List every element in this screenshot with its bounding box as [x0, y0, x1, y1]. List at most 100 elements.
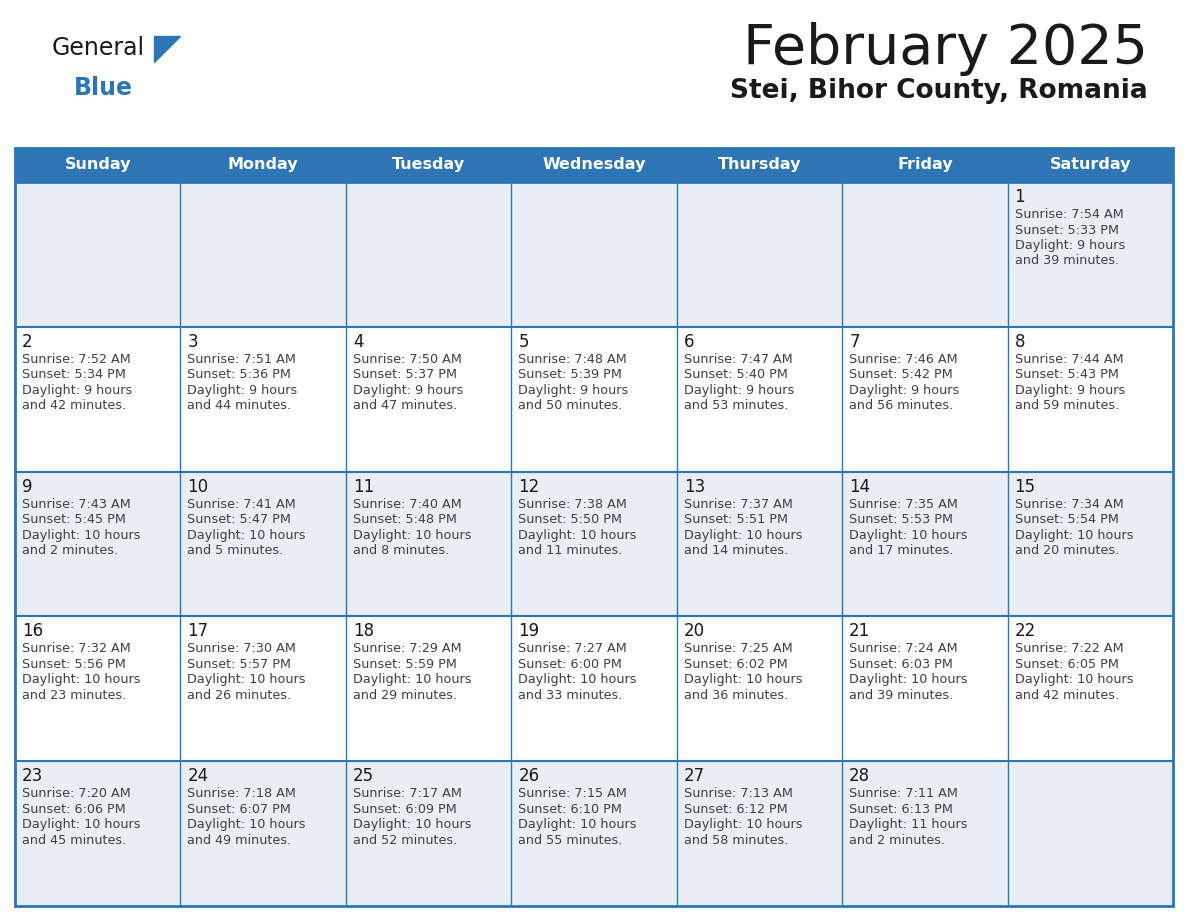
Text: 28: 28	[849, 767, 871, 785]
Text: and 45 minutes.: and 45 minutes.	[23, 834, 126, 846]
Text: 12: 12	[518, 477, 539, 496]
Text: Daylight: 9 hours: Daylight: 9 hours	[23, 384, 132, 397]
Text: and 47 minutes.: and 47 minutes.	[353, 399, 457, 412]
Text: Daylight: 10 hours: Daylight: 10 hours	[518, 529, 637, 542]
Text: 25: 25	[353, 767, 374, 785]
Text: 22: 22	[1015, 622, 1036, 641]
Text: Sunset: 5:56 PM: Sunset: 5:56 PM	[23, 658, 126, 671]
Text: Sunset: 6:09 PM: Sunset: 6:09 PM	[353, 802, 456, 816]
Bar	[15, 472, 1173, 616]
Text: Sunset: 5:37 PM: Sunset: 5:37 PM	[353, 368, 457, 381]
Text: and 39 minutes.: and 39 minutes.	[849, 688, 954, 702]
Text: Daylight: 9 hours: Daylight: 9 hours	[353, 384, 463, 397]
Text: Daylight: 10 hours: Daylight: 10 hours	[23, 674, 140, 687]
Text: 6: 6	[684, 333, 694, 351]
Text: and 23 minutes.: and 23 minutes.	[23, 688, 126, 702]
Text: and 49 minutes.: and 49 minutes.	[188, 834, 291, 846]
Text: Sunrise: 7:32 AM: Sunrise: 7:32 AM	[23, 643, 131, 655]
Text: Sunset: 6:02 PM: Sunset: 6:02 PM	[684, 658, 788, 671]
Text: Sunrise: 7:38 AM: Sunrise: 7:38 AM	[518, 498, 627, 510]
Text: Sunset: 5:39 PM: Sunset: 5:39 PM	[518, 368, 623, 381]
Text: Sunrise: 7:13 AM: Sunrise: 7:13 AM	[684, 788, 792, 800]
Text: Sunrise: 7:41 AM: Sunrise: 7:41 AM	[188, 498, 296, 510]
Text: Sunrise: 7:29 AM: Sunrise: 7:29 AM	[353, 643, 461, 655]
Text: Sunrise: 7:35 AM: Sunrise: 7:35 AM	[849, 498, 958, 510]
Text: Friday: Friday	[897, 158, 953, 173]
Text: Sunset: 5:48 PM: Sunset: 5:48 PM	[353, 513, 456, 526]
Text: Daylight: 9 hours: Daylight: 9 hours	[684, 384, 794, 397]
Text: and 50 minutes.: and 50 minutes.	[518, 399, 623, 412]
Text: 13: 13	[684, 477, 704, 496]
Text: 4: 4	[353, 333, 364, 351]
Polygon shape	[154, 36, 181, 62]
Text: and 14 minutes.: and 14 minutes.	[684, 544, 788, 557]
Text: 18: 18	[353, 622, 374, 641]
Text: Sunset: 6:13 PM: Sunset: 6:13 PM	[849, 802, 953, 816]
Bar	[15, 148, 1173, 182]
Text: Sunrise: 7:18 AM: Sunrise: 7:18 AM	[188, 788, 296, 800]
Text: Sunrise: 7:11 AM: Sunrise: 7:11 AM	[849, 788, 958, 800]
Text: 11: 11	[353, 477, 374, 496]
Text: Sunrise: 7:43 AM: Sunrise: 7:43 AM	[23, 498, 131, 510]
Text: Sunset: 5:53 PM: Sunset: 5:53 PM	[849, 513, 953, 526]
Bar	[15, 616, 1173, 761]
Text: and 39 minutes.: and 39 minutes.	[1015, 254, 1119, 267]
Text: 21: 21	[849, 622, 871, 641]
Text: Sunset: 5:59 PM: Sunset: 5:59 PM	[353, 658, 456, 671]
Text: General: General	[52, 36, 145, 60]
Text: 7: 7	[849, 333, 860, 351]
Text: 3: 3	[188, 333, 198, 351]
Text: and 26 minutes.: and 26 minutes.	[188, 688, 291, 702]
Text: and 29 minutes.: and 29 minutes.	[353, 688, 457, 702]
Text: and 59 minutes.: and 59 minutes.	[1015, 399, 1119, 412]
Text: Thursday: Thursday	[718, 158, 801, 173]
Text: Sunrise: 7:15 AM: Sunrise: 7:15 AM	[518, 788, 627, 800]
Text: Sunrise: 7:24 AM: Sunrise: 7:24 AM	[849, 643, 958, 655]
Text: and 53 minutes.: and 53 minutes.	[684, 399, 788, 412]
Text: Daylight: 10 hours: Daylight: 10 hours	[684, 674, 802, 687]
Text: and 2 minutes.: and 2 minutes.	[23, 544, 118, 557]
Text: Sunset: 6:10 PM: Sunset: 6:10 PM	[518, 802, 623, 816]
Text: 15: 15	[1015, 477, 1036, 496]
Text: Daylight: 11 hours: Daylight: 11 hours	[849, 818, 968, 831]
Text: and 5 minutes.: and 5 minutes.	[188, 544, 284, 557]
Text: 8: 8	[1015, 333, 1025, 351]
Text: and 33 minutes.: and 33 minutes.	[518, 688, 623, 702]
Text: 5: 5	[518, 333, 529, 351]
Text: and 52 minutes.: and 52 minutes.	[353, 834, 457, 846]
Text: Sunrise: 7:54 AM: Sunrise: 7:54 AM	[1015, 208, 1124, 221]
Text: Sunrise: 7:25 AM: Sunrise: 7:25 AM	[684, 643, 792, 655]
Text: and 17 minutes.: and 17 minutes.	[849, 544, 954, 557]
Text: and 56 minutes.: and 56 minutes.	[849, 399, 954, 412]
Text: and 58 minutes.: and 58 minutes.	[684, 834, 788, 846]
Text: Sunset: 5:43 PM: Sunset: 5:43 PM	[1015, 368, 1118, 381]
Text: 27: 27	[684, 767, 704, 785]
Text: Daylight: 10 hours: Daylight: 10 hours	[188, 674, 307, 687]
Text: Sunset: 5:36 PM: Sunset: 5:36 PM	[188, 368, 291, 381]
Text: 17: 17	[188, 622, 209, 641]
Text: 10: 10	[188, 477, 209, 496]
Text: Daylight: 9 hours: Daylight: 9 hours	[1015, 239, 1125, 252]
Text: Sunrise: 7:50 AM: Sunrise: 7:50 AM	[353, 353, 462, 365]
Text: Sunrise: 7:30 AM: Sunrise: 7:30 AM	[188, 643, 296, 655]
Text: and 42 minutes.: and 42 minutes.	[23, 399, 126, 412]
Text: 1: 1	[1015, 188, 1025, 206]
Text: Sunset: 6:06 PM: Sunset: 6:06 PM	[23, 802, 126, 816]
Text: 19: 19	[518, 622, 539, 641]
Bar	[15, 148, 1173, 906]
Text: Daylight: 10 hours: Daylight: 10 hours	[188, 818, 307, 831]
Text: Sunrise: 7:52 AM: Sunrise: 7:52 AM	[23, 353, 131, 365]
Text: Sunrise: 7:40 AM: Sunrise: 7:40 AM	[353, 498, 462, 510]
Text: Daylight: 10 hours: Daylight: 10 hours	[849, 529, 968, 542]
Text: and 44 minutes.: and 44 minutes.	[188, 399, 291, 412]
Text: Sunrise: 7:46 AM: Sunrise: 7:46 AM	[849, 353, 958, 365]
Text: 20: 20	[684, 622, 704, 641]
Text: Sunrise: 7:27 AM: Sunrise: 7:27 AM	[518, 643, 627, 655]
Text: Sunday: Sunday	[64, 158, 131, 173]
Text: Daylight: 10 hours: Daylight: 10 hours	[849, 674, 968, 687]
Text: Daylight: 10 hours: Daylight: 10 hours	[353, 818, 472, 831]
Text: 2: 2	[23, 333, 32, 351]
Text: Saturday: Saturday	[1049, 158, 1131, 173]
Text: Sunset: 5:47 PM: Sunset: 5:47 PM	[188, 513, 291, 526]
Text: Daylight: 9 hours: Daylight: 9 hours	[188, 384, 298, 397]
